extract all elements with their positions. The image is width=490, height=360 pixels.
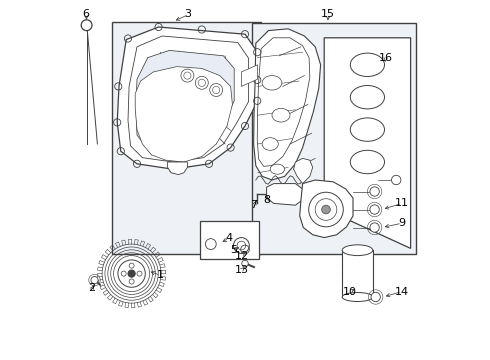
Text: 4: 4: [225, 233, 232, 243]
Text: 6: 6: [82, 9, 89, 19]
Circle shape: [309, 192, 343, 227]
Ellipse shape: [350, 85, 385, 109]
Polygon shape: [242, 65, 258, 86]
Text: 14: 14: [394, 287, 409, 297]
Circle shape: [371, 292, 380, 302]
Polygon shape: [300, 180, 353, 238]
Text: 1: 1: [157, 270, 164, 280]
Polygon shape: [267, 184, 303, 205]
Text: 12: 12: [234, 251, 248, 261]
Text: 7: 7: [250, 200, 258, 210]
Ellipse shape: [272, 108, 290, 122]
Text: 13: 13: [234, 265, 248, 275]
Text: 15: 15: [321, 9, 335, 19]
Bar: [112, 22, 261, 254]
Ellipse shape: [262, 138, 278, 150]
Circle shape: [370, 205, 379, 214]
Text: 3: 3: [184, 9, 191, 19]
Bar: [342, 250, 373, 297]
Text: 2: 2: [88, 283, 96, 293]
Polygon shape: [168, 162, 187, 175]
Polygon shape: [294, 158, 313, 184]
Ellipse shape: [270, 164, 285, 174]
Circle shape: [81, 20, 92, 31]
Ellipse shape: [350, 118, 385, 141]
Text: 11: 11: [394, 198, 409, 208]
Circle shape: [370, 223, 379, 232]
Text: 5: 5: [230, 245, 237, 255]
Ellipse shape: [350, 53, 385, 77]
Bar: [252, 23, 416, 254]
Circle shape: [118, 260, 145, 287]
Polygon shape: [135, 67, 232, 162]
Text: 8: 8: [263, 195, 270, 205]
Ellipse shape: [262, 76, 282, 90]
Circle shape: [242, 260, 248, 267]
Polygon shape: [254, 29, 320, 180]
Ellipse shape: [342, 292, 373, 302]
Polygon shape: [117, 27, 258, 169]
Ellipse shape: [350, 150, 385, 174]
Ellipse shape: [342, 245, 373, 256]
Circle shape: [392, 175, 401, 185]
Circle shape: [321, 205, 330, 214]
Bar: [200, 221, 259, 259]
Polygon shape: [324, 38, 411, 248]
Text: 16: 16: [378, 53, 392, 63]
Polygon shape: [136, 50, 234, 151]
Circle shape: [91, 276, 98, 284]
Text: 9: 9: [398, 218, 405, 228]
Text: 10: 10: [343, 287, 356, 297]
Circle shape: [370, 187, 379, 196]
Circle shape: [128, 270, 135, 277]
